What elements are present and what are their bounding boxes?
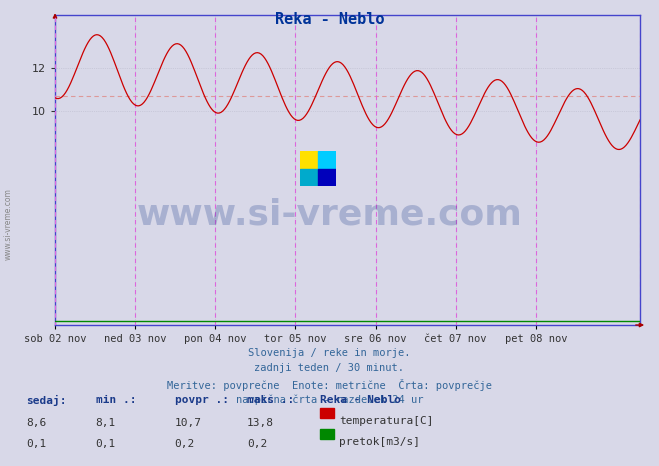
Bar [318,151,336,169]
Bar [318,169,336,186]
Text: navpična črta - razdelek 24 ur: navpična črta - razdelek 24 ur [236,394,423,404]
Text: 8,1: 8,1 [96,418,116,428]
Text: www.si-vreme.com: www.si-vreme.com [3,188,13,260]
Text: Reka - Neblo: Reka - Neblo [275,12,384,27]
Text: www.si-vreme.com: www.si-vreme.com [136,198,523,231]
Text: Reka - Neblo: Reka - Neblo [320,395,401,405]
Text: 13,8: 13,8 [247,418,274,428]
Text: maks .:: maks .: [247,395,295,405]
Text: sedaj:: sedaj: [26,395,67,406]
Text: 8,6: 8,6 [26,418,47,428]
Bar [300,169,318,186]
Text: Meritve: povprečne  Enote: metrične  Črta: povprečje: Meritve: povprečne Enote: metrične Črta:… [167,379,492,391]
Text: zadnji teden / 30 minut.: zadnji teden / 30 minut. [254,363,405,373]
Text: min .:: min .: [96,395,136,405]
Text: 0,1: 0,1 [96,439,116,449]
Text: 0,2: 0,2 [247,439,268,449]
Text: 10,7: 10,7 [175,418,202,428]
Text: 0,1: 0,1 [26,439,47,449]
Text: povpr .:: povpr .: [175,395,229,405]
Text: temperatura[C]: temperatura[C] [339,416,434,426]
Text: pretok[m3/s]: pretok[m3/s] [339,437,420,447]
Text: 0,2: 0,2 [175,439,195,449]
Text: Slovenija / reke in morje.: Slovenija / reke in morje. [248,348,411,358]
Bar [300,151,318,169]
